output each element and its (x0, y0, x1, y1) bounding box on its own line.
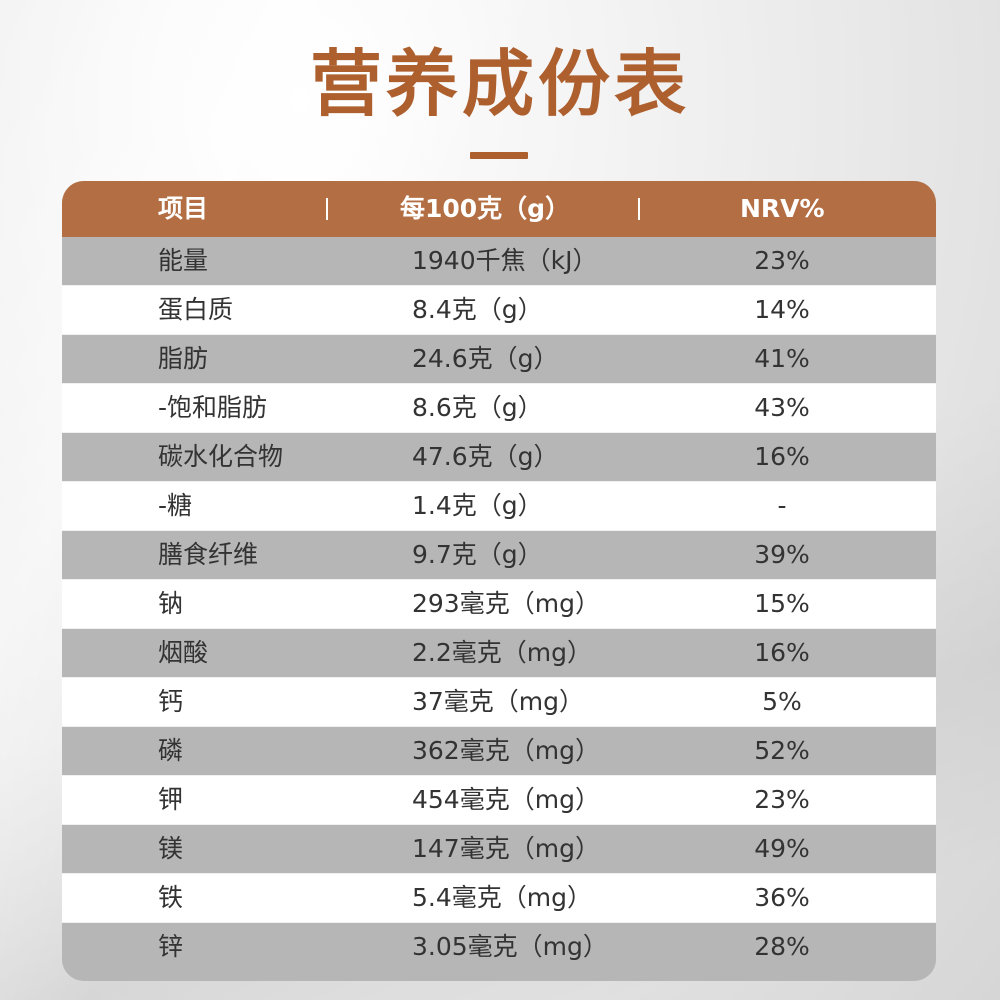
header-separator (638, 198, 640, 220)
row-item: -糖 (158, 491, 193, 520)
row-amount: 454毫克（mg） (412, 785, 600, 814)
row-item: 烟酸 (158, 638, 209, 667)
table-row: -饱和脂肪 8.6克（g） 43% (62, 384, 936, 433)
row-amount: 362毫克（mg） (412, 736, 600, 765)
row-nrv: 43% (754, 393, 810, 422)
row-nrv: 14% (754, 295, 810, 324)
row-amount: 8.6克（g） (412, 393, 543, 422)
row-amount: 5.4毫克（mg） (412, 883, 592, 912)
row-nrv: 52% (754, 736, 810, 765)
row-nrv: 36% (754, 883, 810, 912)
row-nrv: 28% (754, 932, 810, 961)
table-row: 烟酸 2.2毫克（mg） 16% (62, 629, 936, 678)
row-item: 钾 (158, 785, 184, 814)
row-item: -饱和脂肪 (158, 393, 268, 422)
table-row: 能量 1940千焦（kJ） 23% (62, 237, 936, 286)
row-item: 能量 (158, 246, 209, 275)
table-row: 钙 37毫克（mg） 5% (62, 678, 936, 727)
row-nrv: 49% (754, 834, 810, 863)
table-row: 脂肪 24.6克（g） 41% (62, 335, 936, 384)
row-nrv: 23% (754, 785, 810, 814)
row-amount: 1940千焦（kJ） (412, 246, 598, 275)
header-nrv: NRV% (740, 194, 825, 223)
header-amount: 每100克（g） (400, 194, 571, 223)
table-row: 蛋白质 8.4克（g） 14% (62, 286, 936, 335)
table-row: 膳食纤维 9.7克（g） 39% (62, 531, 936, 580)
table-row: 钠 293毫克（mg） 15% (62, 580, 936, 629)
row-nrv: 23% (754, 246, 810, 275)
row-item: 蛋白质 (158, 295, 234, 324)
row-item: 磷 (158, 736, 184, 765)
table-row: 镁 147毫克（mg） 49% (62, 825, 936, 874)
row-amount: 2.2毫克（mg） (412, 638, 592, 667)
table-row: 锌 3.05毫克（mg） 28% (62, 923, 936, 972)
row-amount: 147毫克（mg） (412, 834, 600, 863)
header-item: 项目 (158, 194, 209, 223)
row-item: 镁 (158, 834, 184, 863)
row-nrv: 5% (762, 687, 802, 716)
row-nrv: 41% (754, 344, 810, 373)
row-amount: 24.6克（g） (412, 344, 559, 373)
row-item: 铁 (158, 883, 184, 912)
row-amount: 37毫克（mg） (412, 687, 585, 716)
row-amount: 8.4克（g） (412, 295, 543, 324)
table-row: 钾 454毫克（mg） 23% (62, 776, 936, 825)
table-body: 能量 1940千焦（kJ） 23% 蛋白质 8.4克（g） 14% 脂肪 24.6克（g） 41… (62, 237, 936, 972)
row-nrv: 16% (754, 442, 810, 471)
nutrition-table: 项目 每100克（g） NRV% 能量 1940千焦（kJ） 23% 蛋白质 8.4克（… (62, 181, 936, 981)
row-amount: 293毫克（mg） (412, 589, 600, 618)
row-nrv: 39% (754, 540, 810, 569)
row-nrv: 15% (754, 589, 810, 618)
row-item: 脂肪 (158, 344, 209, 373)
table-row: 磷 362毫克（mg） 52% (62, 727, 936, 776)
row-item: 钠 (158, 589, 184, 618)
row-item: 碳水化合物 (158, 442, 284, 471)
table-header: 项目 每100克（g） NRV% (62, 181, 936, 237)
page-title: 营养成份表 (309, 42, 690, 126)
row-nrv: 16% (754, 638, 810, 667)
row-item: 锌 (158, 932, 184, 961)
row-amount: 9.7克（g） (412, 540, 543, 569)
title-underline (470, 152, 528, 159)
row-amount: 3.05毫克（mg） (412, 932, 608, 961)
row-nrv: - (777, 491, 787, 520)
row-amount: 1.4克（g） (412, 491, 543, 520)
row-item: 膳食纤维 (158, 540, 259, 569)
table-row: -糖 1.4克（g） - (62, 482, 936, 531)
row-amount: 47.6克（g） (412, 442, 559, 471)
row-item: 钙 (158, 687, 184, 716)
table-row: 碳水化合物 47.6克（g） 16% (62, 433, 936, 482)
header-separator (326, 198, 328, 220)
table-row: 铁 5.4毫克（mg） 36% (62, 874, 936, 923)
